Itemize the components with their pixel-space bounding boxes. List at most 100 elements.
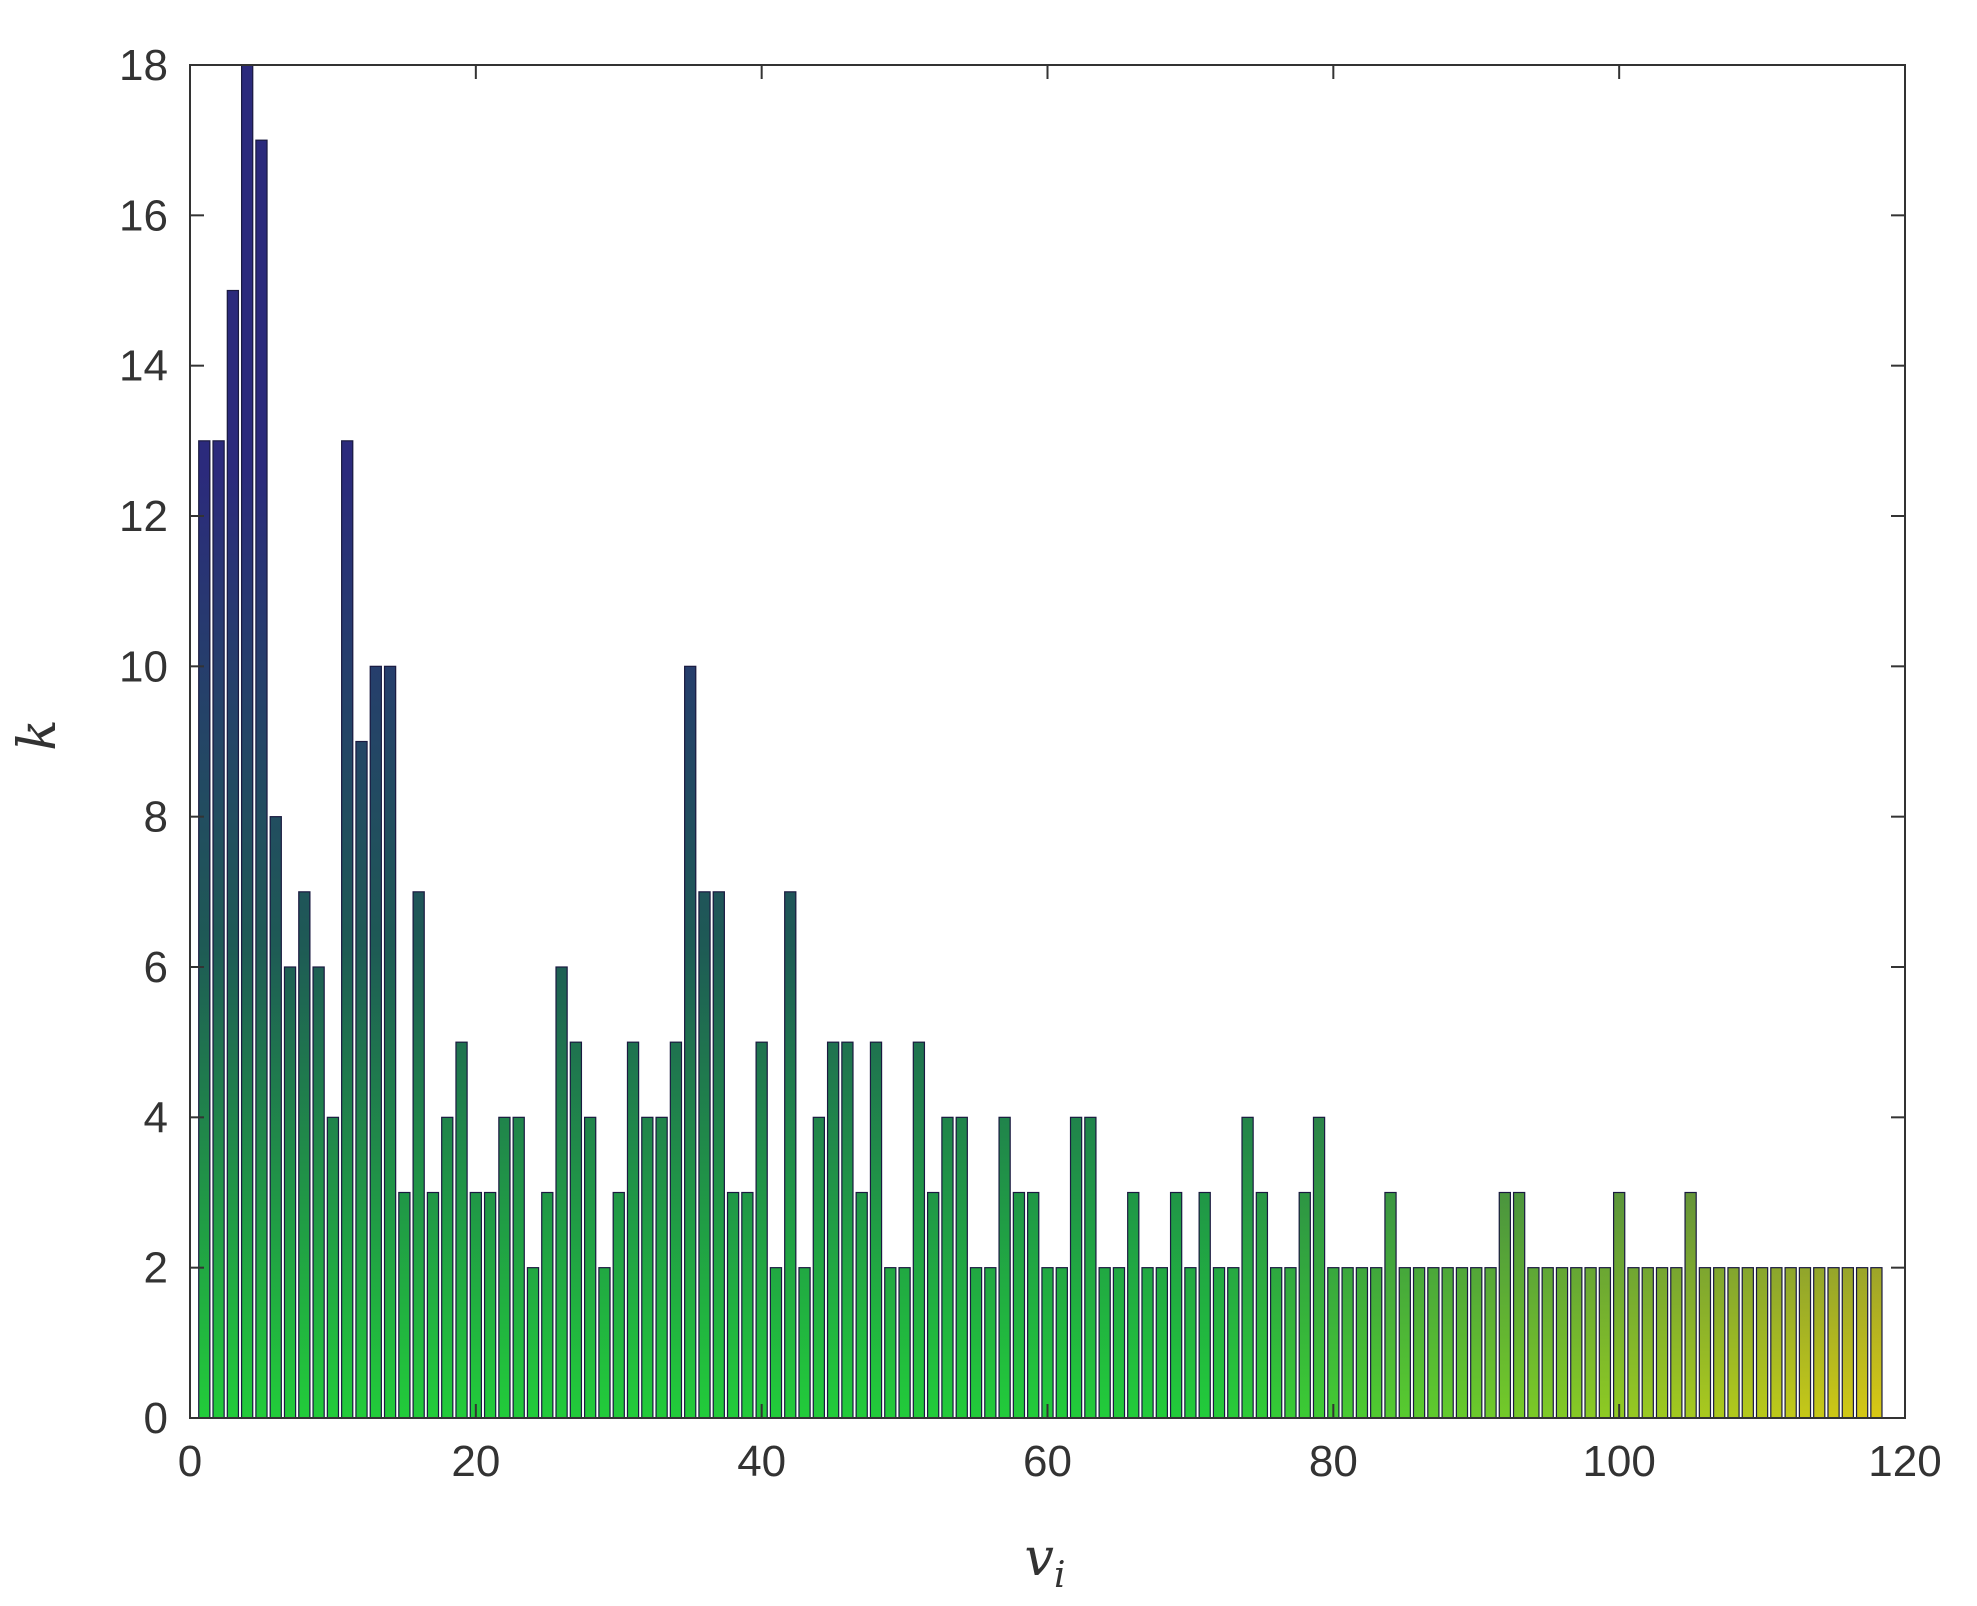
y-tick-label: 4 — [144, 1093, 168, 1142]
bar-26 — [555, 966, 568, 1419]
bar-56 — [984, 1267, 997, 1419]
bar-65 — [1112, 1267, 1126, 1419]
bar-76 — [1269, 1267, 1283, 1419]
bar-52 — [926, 1191, 940, 1419]
bar-48 — [869, 1041, 883, 1419]
bar-11 — [341, 440, 354, 1419]
bar-22 — [498, 1116, 511, 1419]
x-tick-label: 100 — [1582, 1437, 1655, 1486]
bar-36 — [698, 891, 711, 1419]
y-tick-label: 14 — [119, 342, 168, 391]
bar-7 — [283, 966, 297, 1419]
bar-37 — [712, 891, 725, 1419]
bar-46 — [841, 1041, 854, 1419]
labels-layer: vi k 0 20 40 60 80 100 120 0 2 4 6 8 10 12 14 16 18 — [8, 41, 1942, 1596]
bar-62 — [1069, 1116, 1083, 1419]
bar-16 — [412, 891, 425, 1419]
bar-24 — [526, 1267, 540, 1419]
bar-14 — [383, 665, 397, 1419]
bar-9 — [312, 966, 325, 1419]
bar-57 — [998, 1116, 1011, 1419]
bar-30 — [612, 1191, 625, 1419]
bar-111 — [1770, 1267, 1783, 1419]
bar-40 — [755, 1041, 768, 1419]
bar-15 — [398, 1191, 411, 1419]
bar-10 — [326, 1116, 340, 1419]
bars-layer — [198, 64, 1883, 1419]
bar-101 — [1627, 1267, 1640, 1419]
bar-61 — [1055, 1267, 1068, 1419]
bar-105 — [1684, 1191, 1697, 1419]
bar-83 — [1370, 1267, 1383, 1419]
bar-35 — [684, 665, 697, 1419]
bar-109 — [1741, 1267, 1754, 1419]
bar-74 — [1241, 1116, 1254, 1419]
bar-58 — [1012, 1191, 1026, 1419]
bar-27 — [569, 1041, 583, 1419]
y-tick-label: 6 — [144, 943, 168, 992]
bar-20 — [469, 1191, 483, 1419]
bar-21 — [483, 1191, 497, 1419]
bar-25 — [541, 1191, 554, 1419]
bar-54 — [955, 1116, 968, 1419]
bar-34 — [669, 1041, 683, 1419]
bar-108 — [1727, 1267, 1740, 1419]
y-tick-label: 12 — [119, 492, 168, 541]
bar-3 — [226, 289, 240, 1419]
bar-94 — [1527, 1267, 1540, 1419]
y-tick-label: 16 — [119, 191, 168, 240]
bar-5 — [255, 139, 268, 1419]
x-tick-label: 0 — [178, 1437, 202, 1486]
bar-97 — [1570, 1267, 1583, 1419]
bar-59 — [1027, 1191, 1040, 1419]
bar-106 — [1698, 1267, 1712, 1419]
bar-63 — [1084, 1116, 1097, 1419]
bar-39 — [741, 1191, 754, 1419]
bar-13 — [369, 665, 382, 1419]
y-tick-label: 2 — [144, 1244, 168, 1293]
y-tick-label: 18 — [119, 41, 168, 90]
bar-42 — [784, 891, 797, 1419]
bar-12 — [355, 740, 368, 1419]
y-tick-label: 10 — [119, 642, 168, 691]
bar-23 — [512, 1116, 525, 1419]
bar-116 — [1841, 1267, 1855, 1419]
bar-89 — [1455, 1267, 1469, 1419]
bar-113 — [1798, 1267, 1812, 1419]
bar-100 — [1612, 1191, 1626, 1419]
bar-110 — [1755, 1267, 1769, 1419]
bar-118 — [1870, 1267, 1883, 1419]
bar-73 — [1227, 1267, 1240, 1419]
bar-33 — [655, 1116, 668, 1419]
bar-1 — [198, 440, 211, 1419]
bar-84 — [1384, 1191, 1397, 1419]
bar-85 — [1398, 1267, 1411, 1419]
bar-70 — [1184, 1267, 1197, 1419]
x-tick-label: 120 — [1868, 1437, 1941, 1486]
bar-53 — [941, 1116, 954, 1419]
bar-29 — [598, 1267, 611, 1419]
bar-86 — [1412, 1267, 1426, 1419]
bar-115 — [1827, 1267, 1840, 1419]
bar-8 — [298, 891, 311, 1419]
bar-103 — [1655, 1267, 1669, 1419]
bar-60 — [1041, 1267, 1054, 1419]
bar-41 — [769, 1267, 783, 1419]
bar-18 — [441, 1116, 454, 1419]
bar-90 — [1470, 1267, 1483, 1419]
bar-78 — [1298, 1191, 1311, 1419]
bar-28 — [583, 1116, 597, 1419]
bar-66 — [1127, 1191, 1140, 1419]
x-axis-label: vi — [1025, 1528, 1066, 1596]
bar-99 — [1598, 1267, 1612, 1419]
bar-68 — [1155, 1267, 1169, 1419]
bar-32 — [641, 1116, 654, 1419]
y-axis-label: k — [8, 719, 68, 751]
bar-77 — [1284, 1267, 1297, 1419]
axes-layer — [189, 64, 1906, 1419]
bar-82 — [1355, 1267, 1369, 1419]
x-tick-label: 60 — [1023, 1437, 1072, 1486]
bar-112 — [1784, 1267, 1797, 1419]
bar-92 — [1498, 1191, 1512, 1419]
